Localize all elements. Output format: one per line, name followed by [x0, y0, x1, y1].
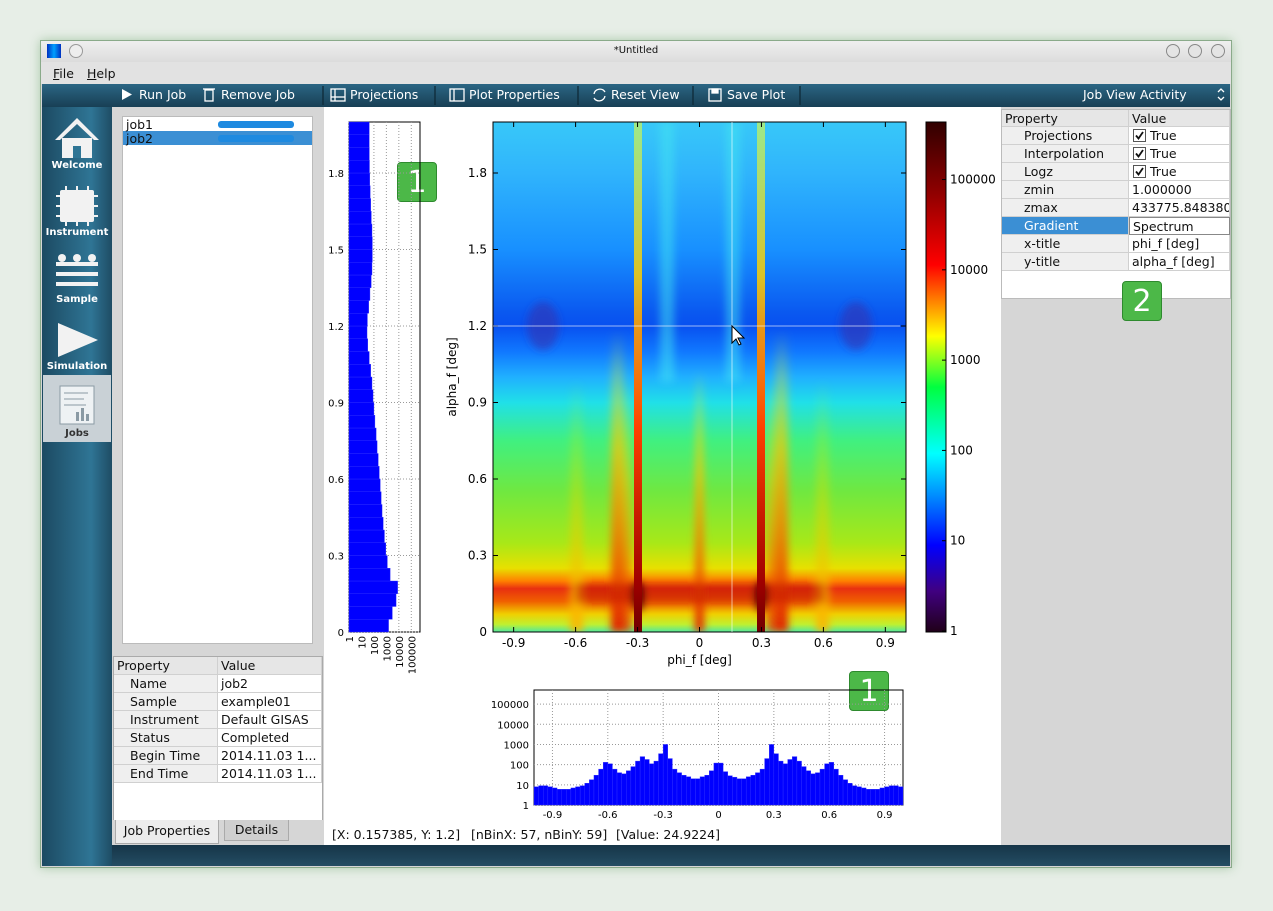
property-name: Begin Time	[114, 747, 218, 765]
close-button[interactable]	[1211, 44, 1225, 58]
property-name: Logz	[1002, 163, 1129, 181]
property-value: 2014.11.03 1...	[218, 747, 322, 765]
toolbar-button[interactable]: Save Plot	[727, 87, 786, 102]
badge: 1	[849, 671, 889, 711]
badge: 1	[397, 162, 437, 202]
job-item[interactable]: job1	[126, 117, 154, 132]
property-value: 2014.11.03 1...	[218, 765, 322, 783]
sidebar-item[interactable]: Simulation	[46, 361, 108, 372]
sidebar	[42, 107, 112, 866]
property-value[interactable]: 1.000000	[1129, 181, 1230, 199]
checkbox[interactable]	[1133, 165, 1146, 178]
table-header: Property	[1002, 110, 1129, 127]
property-value[interactable]: alpha_f [deg]	[1129, 253, 1230, 271]
property-name: zmin	[1002, 181, 1129, 199]
minimize-button[interactable]	[1166, 44, 1180, 58]
activity-selector[interactable]: Job View Activity	[1083, 87, 1187, 102]
property-name: Status	[114, 729, 218, 747]
plot-area	[324, 107, 1001, 845]
progress-bar	[218, 121, 294, 128]
status-text: [Value: 24.9224]	[616, 827, 720, 842]
window-title: *Untitled	[613, 45, 659, 56]
plot-properties-table: Property Value Projections True Interpolatio…	[1001, 109, 1231, 299]
sidebar-item[interactable]: Jobs	[65, 428, 89, 439]
table-header: Property	[114, 657, 218, 675]
job-properties-table: Property Value Name job2 Sample example01 Inst…	[113, 656, 323, 821]
property-name: End Time	[114, 765, 218, 783]
property-name: zmax	[1002, 199, 1129, 217]
property-value: Completed	[218, 729, 322, 747]
window-menu-button[interactable]	[69, 44, 83, 58]
sidebar-item[interactable]: Sample	[56, 294, 98, 305]
property-name: Name	[114, 675, 218, 693]
progress-bar	[218, 135, 294, 142]
toolbar-button[interactable]: Plot Properties	[469, 87, 560, 102]
property-name: Gradient	[1002, 217, 1129, 235]
maximize-button[interactable]	[1188, 44, 1202, 58]
property-value[interactable]: True	[1129, 163, 1230, 181]
property-value: Default GISAS	[218, 711, 322, 729]
toolbar-button[interactable]: Run Job	[139, 87, 187, 102]
sidebar-item[interactable]: Welcome	[51, 160, 103, 171]
app-icon	[47, 44, 61, 58]
table-header: Value	[1129, 110, 1230, 127]
menu-item[interactable]: Help	[87, 66, 116, 81]
checkbox[interactable]	[1133, 129, 1146, 142]
sidebar-item[interactable]: Instrument	[45, 227, 109, 238]
property-name: y-title	[1002, 253, 1129, 271]
property-value[interactable]: True	[1129, 127, 1230, 145]
job-item[interactable]: job2	[126, 131, 154, 146]
property-name: Instrument	[114, 711, 218, 729]
tab[interactable]: Job Properties	[115, 820, 219, 844]
property-value[interactable]: True	[1129, 145, 1230, 163]
toolbar-button[interactable]: Remove Job	[221, 87, 295, 102]
property-name: Sample	[114, 693, 218, 711]
property-name: x-title	[1002, 235, 1129, 253]
property-name: Interpolation	[1002, 145, 1129, 163]
status-text: [X: 0.157385, Y: 1.2]	[332, 827, 461, 842]
property-value[interactable]: Spectrum	[1129, 217, 1230, 235]
property-value[interactable]: 433775.848380	[1129, 199, 1230, 217]
checkbox[interactable]	[1133, 147, 1146, 160]
menu-bar	[41, 62, 1231, 84]
job-list	[122, 116, 313, 644]
title-bar	[41, 41, 1231, 62]
property-value[interactable]: phi_f [deg]	[1129, 235, 1230, 253]
status-text: [nBinX: 57, nBinY: 59]	[471, 827, 608, 842]
tab[interactable]: Details	[224, 820, 289, 841]
toolbar-button[interactable]: Reset View	[611, 87, 680, 102]
bottom-bar	[112, 845, 1230, 866]
toolbar-button[interactable]: Projections	[350, 87, 419, 102]
property-value: job2	[218, 675, 322, 693]
badge: 2	[1122, 281, 1162, 321]
menu-item[interactable]: File	[53, 66, 74, 81]
property-value: example01	[218, 693, 322, 711]
property-name: Projections	[1002, 127, 1129, 145]
table-header: Value	[218, 657, 322, 675]
